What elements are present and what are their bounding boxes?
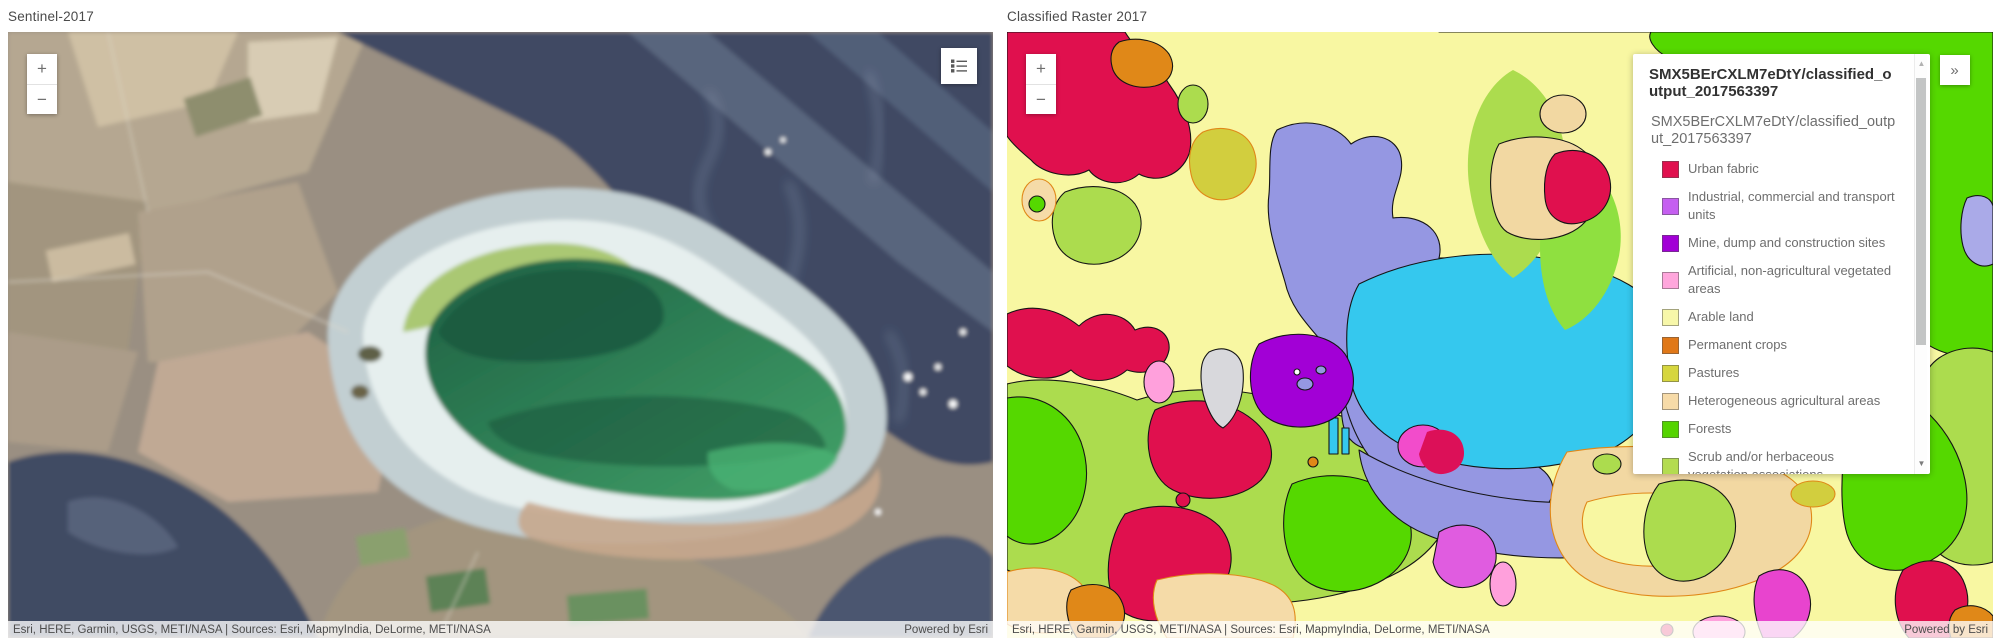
legend-swatch <box>1662 364 1679 382</box>
layer-list-button[interactable] <box>941 48 977 84</box>
legend-item-label: Artificial, non-agricultural vegetated a… <box>1688 263 1892 296</box>
plus-icon: + <box>37 59 47 78</box>
legend-item: Forests <box>1649 420 1896 438</box>
legend-swatch <box>1662 336 1679 354</box>
legend-item-label: Urban fabric <box>1688 161 1759 176</box>
legend-swatch <box>1662 457 1679 474</box>
attribution-bar: Esri, HERE, Garmin, USGS, METI/NASA | So… <box>8 621 993 638</box>
zoom-control: + − <box>1026 54 1056 114</box>
legend-item: Arable land <box>1649 308 1896 326</box>
legend-scrollbar[interactable]: ▲ ▼ <box>1914 54 1927 474</box>
panel-title-sentinel: Sentinel-2017 <box>8 8 94 24</box>
legend-item-label: Mine, dump and construction sites <box>1688 235 1886 250</box>
legend-item: Mine, dump and construction sites <box>1649 234 1896 252</box>
plus-icon: + <box>1036 59 1046 78</box>
chevron-double-right-icon: » <box>1950 61 1960 79</box>
legend-item-label: Industrial, commercial and transport uni… <box>1688 189 1895 222</box>
panel-sentinel: Sentinel-2017 <box>8 0 993 638</box>
legend-item-label: Pastures <box>1688 365 1740 380</box>
legend-item-label: Scrub and/or herbaceous vegetation assoc… <box>1688 449 1834 474</box>
legend-swatch <box>1662 420 1679 438</box>
legend-collapse-button[interactable]: » <box>1940 55 1970 85</box>
minus-icon: − <box>1036 89 1046 109</box>
scroll-down-icon[interactable]: ▼ <box>1917 459 1926 468</box>
scrollbar-thumb[interactable] <box>1916 78 1926 345</box>
legend-layer-name: SMX5BErCXLM7eDtY/classified_output_20175… <box>1651 114 1896 147</box>
attribution-text: Esri, HERE, Garmin, USGS, METI/NASA | So… <box>13 623 491 636</box>
legend-swatch <box>1662 234 1679 252</box>
classified-map-canvas[interactable]: + − » SMX5BErCXLM7eDtY/classified_output… <box>1007 32 1993 638</box>
powered-by-esri: Powered by Esri <box>1904 623 1988 636</box>
legend-swatch <box>1662 392 1679 410</box>
sentinel-map-canvas[interactable]: + − Esri, HERE, Garmin, USGS, METI/NASA … <box>8 32 993 638</box>
legend-item: Urban fabric <box>1649 160 1896 178</box>
panel-classified: Classified Raster 2017 <box>1007 0 1993 638</box>
layer-list-icon <box>951 59 967 73</box>
zoom-out-button[interactable]: − <box>27 84 57 114</box>
legend-content: SMX5BErCXLM7eDtY/classified_output_20175… <box>1633 54 1930 474</box>
legend-swatch <box>1662 271 1679 289</box>
legend-swatch <box>1662 160 1679 178</box>
zoom-out-button[interactable]: − <box>1026 84 1056 114</box>
legend-item-label: Permanent crops <box>1688 337 1787 352</box>
satellite-imagery-art <box>8 32 993 638</box>
powered-by-esri: Powered by Esri <box>904 623 988 636</box>
legend-item-label: Heterogeneous agricultural areas <box>1688 393 1881 408</box>
scroll-up-icon[interactable]: ▲ <box>1917 59 1926 68</box>
legend-item: Heterogeneous agricultural areas <box>1649 392 1896 410</box>
attribution-text: Esri, HERE, Garmin, USGS, METI/NASA | So… <box>1012 623 1490 636</box>
legend-item: Permanent crops <box>1649 336 1896 354</box>
legend-panel: SMX5BErCXLM7eDtY/classified_output_20175… <box>1633 54 1930 474</box>
legend-item: Artificial, non-agricultural vegetated a… <box>1649 262 1896 298</box>
legend-title: SMX5BErCXLM7eDtY/classified_output_20175… <box>1649 66 1892 100</box>
zoom-control: + − <box>27 54 57 114</box>
zoom-in-button[interactable]: + <box>1026 54 1056 84</box>
legend-swatch <box>1662 308 1679 326</box>
legend-item: Pastures <box>1649 364 1896 382</box>
panel-title-classified: Classified Raster 2017 <box>1007 8 1148 24</box>
zoom-in-button[interactable]: + <box>27 54 57 84</box>
legend-swatch <box>1662 197 1679 215</box>
legend-item-label: Arable land <box>1688 309 1754 324</box>
legend-item-label: Forests <box>1688 421 1732 436</box>
minus-icon: − <box>37 89 47 109</box>
legend-item: Industrial, commercial and transport uni… <box>1649 188 1896 224</box>
legend-item: Scrub and/or herbaceous vegetation assoc… <box>1649 448 1896 474</box>
attribution-bar: Esri, HERE, Garmin, USGS, METI/NASA | So… <box>1007 621 1993 638</box>
